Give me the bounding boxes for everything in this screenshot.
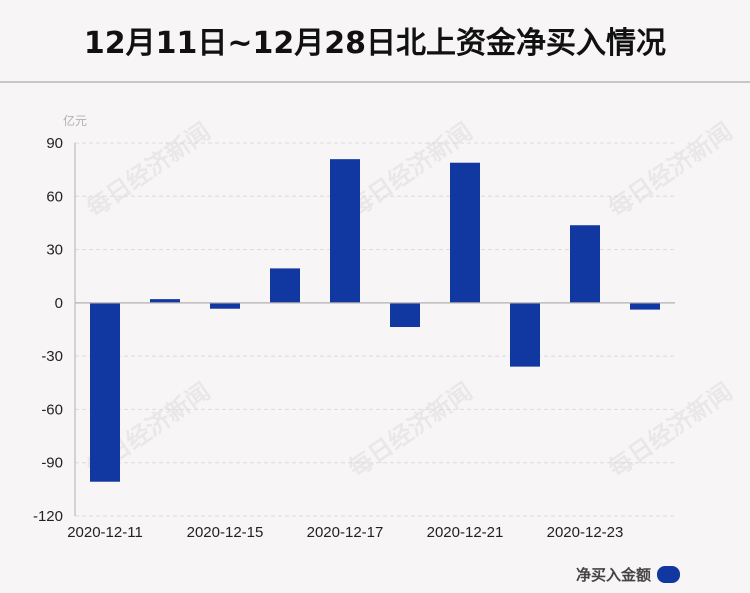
bar-2020-12-22 bbox=[510, 302, 540, 367]
legend-swatch bbox=[657, 565, 681, 583]
bar-2020-12-18 bbox=[390, 302, 420, 328]
y-tick-label: 60 bbox=[46, 188, 63, 205]
y-tick-label: -30 bbox=[41, 348, 63, 365]
legend-label: 净买入金额 bbox=[576, 565, 652, 584]
x-tick-label: 2020-12-15 bbox=[187, 524, 264, 541]
x-tick-label: 2020-12-11 bbox=[67, 524, 143, 541]
bar-2020-12-11 bbox=[90, 302, 120, 482]
bar-2020-12-17 bbox=[330, 159, 360, 303]
bar-2020-12-15 bbox=[210, 302, 240, 309]
bar-2020-12-23 bbox=[570, 225, 600, 303]
y-tick-label: 30 bbox=[46, 242, 63, 259]
y-tick-label: -90 bbox=[41, 455, 63, 472]
y-tick-label: 90 bbox=[46, 135, 63, 152]
chart-title: 12月11日~12月28日北上资金净买入情况 bbox=[83, 26, 667, 61]
bar-2020-12-16 bbox=[270, 268, 300, 303]
bar-2020-12-24 bbox=[630, 302, 660, 310]
x-tick-label: 2020-12-17 bbox=[307, 524, 384, 541]
y-tick-label: -120 bbox=[33, 508, 63, 525]
title-divider bbox=[0, 81, 750, 83]
bar-2020-12-21 bbox=[450, 162, 480, 303]
y-axis-unit: 亿元 bbox=[63, 113, 87, 128]
bar-2020-12-14 bbox=[150, 299, 180, 303]
legend: 净买入金额 bbox=[576, 563, 681, 585]
x-tick-label: 2020-12-23 bbox=[547, 524, 624, 541]
y-tick-label: 0 bbox=[55, 295, 63, 312]
y-tick-label: -60 bbox=[41, 401, 63, 418]
x-tick-label: 2020-12-21 bbox=[427, 524, 504, 541]
